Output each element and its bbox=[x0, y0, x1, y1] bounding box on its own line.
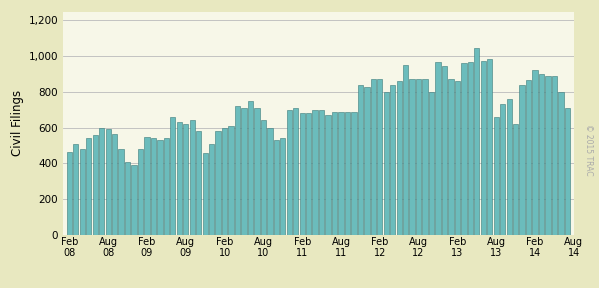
Bar bbox=[545, 76, 550, 235]
Bar bbox=[248, 101, 253, 235]
Bar bbox=[410, 79, 415, 235]
Bar bbox=[151, 138, 156, 235]
Bar bbox=[351, 111, 356, 235]
Bar bbox=[558, 92, 564, 235]
Bar bbox=[468, 62, 473, 235]
Bar bbox=[429, 92, 434, 235]
Bar bbox=[519, 85, 525, 235]
Bar bbox=[435, 62, 441, 235]
Bar bbox=[513, 124, 518, 235]
Bar bbox=[267, 128, 273, 235]
Bar bbox=[274, 140, 279, 235]
Bar bbox=[164, 138, 169, 235]
Bar bbox=[80, 149, 85, 235]
Bar bbox=[228, 126, 234, 235]
Bar bbox=[442, 66, 447, 235]
Bar bbox=[500, 104, 506, 235]
Bar bbox=[286, 110, 292, 235]
Bar bbox=[131, 165, 137, 235]
Bar bbox=[455, 81, 460, 235]
Bar bbox=[235, 106, 240, 235]
Bar bbox=[345, 111, 350, 235]
Bar bbox=[371, 79, 376, 235]
Bar bbox=[99, 128, 104, 235]
Bar bbox=[202, 154, 208, 235]
Bar bbox=[507, 99, 512, 235]
Bar bbox=[293, 108, 298, 235]
Bar bbox=[125, 162, 130, 235]
Bar bbox=[448, 79, 453, 235]
Bar bbox=[73, 144, 78, 235]
Bar bbox=[177, 122, 182, 235]
Bar bbox=[539, 74, 544, 235]
Bar bbox=[261, 120, 266, 235]
Text: © 2015 TRAC: © 2015 TRAC bbox=[583, 124, 593, 176]
Bar bbox=[86, 138, 92, 235]
Bar bbox=[105, 129, 111, 235]
Bar bbox=[390, 85, 395, 235]
Y-axis label: Civil Filings: Civil Filings bbox=[11, 90, 24, 156]
Bar bbox=[306, 113, 311, 235]
Bar bbox=[416, 79, 421, 235]
Bar bbox=[112, 134, 117, 235]
Bar bbox=[461, 63, 467, 235]
Bar bbox=[319, 110, 324, 235]
Bar bbox=[480, 60, 486, 235]
Bar bbox=[377, 79, 383, 235]
Bar bbox=[474, 48, 479, 235]
Bar bbox=[487, 59, 492, 235]
Bar bbox=[144, 137, 150, 235]
Bar bbox=[325, 115, 331, 235]
Bar bbox=[93, 135, 98, 235]
Bar bbox=[216, 131, 221, 235]
Bar bbox=[66, 152, 72, 235]
Bar bbox=[196, 131, 201, 235]
Bar bbox=[533, 71, 538, 235]
Bar bbox=[494, 117, 499, 235]
Bar bbox=[222, 128, 227, 235]
Bar bbox=[241, 108, 247, 235]
Bar bbox=[119, 149, 124, 235]
Bar bbox=[526, 80, 531, 235]
Bar bbox=[422, 79, 428, 235]
Bar bbox=[280, 138, 286, 235]
Bar bbox=[170, 117, 176, 235]
Bar bbox=[190, 120, 195, 235]
Bar bbox=[358, 85, 363, 235]
Bar bbox=[383, 92, 389, 235]
Bar bbox=[158, 140, 162, 235]
Bar bbox=[552, 76, 557, 235]
Bar bbox=[254, 108, 259, 235]
Bar bbox=[313, 110, 318, 235]
Bar bbox=[403, 65, 409, 235]
Bar bbox=[300, 113, 305, 235]
Bar bbox=[332, 111, 337, 235]
Bar bbox=[183, 124, 189, 235]
Bar bbox=[565, 108, 570, 235]
Bar bbox=[138, 149, 143, 235]
Bar bbox=[338, 111, 344, 235]
Bar bbox=[397, 81, 402, 235]
Bar bbox=[209, 144, 214, 235]
Bar bbox=[364, 88, 370, 235]
